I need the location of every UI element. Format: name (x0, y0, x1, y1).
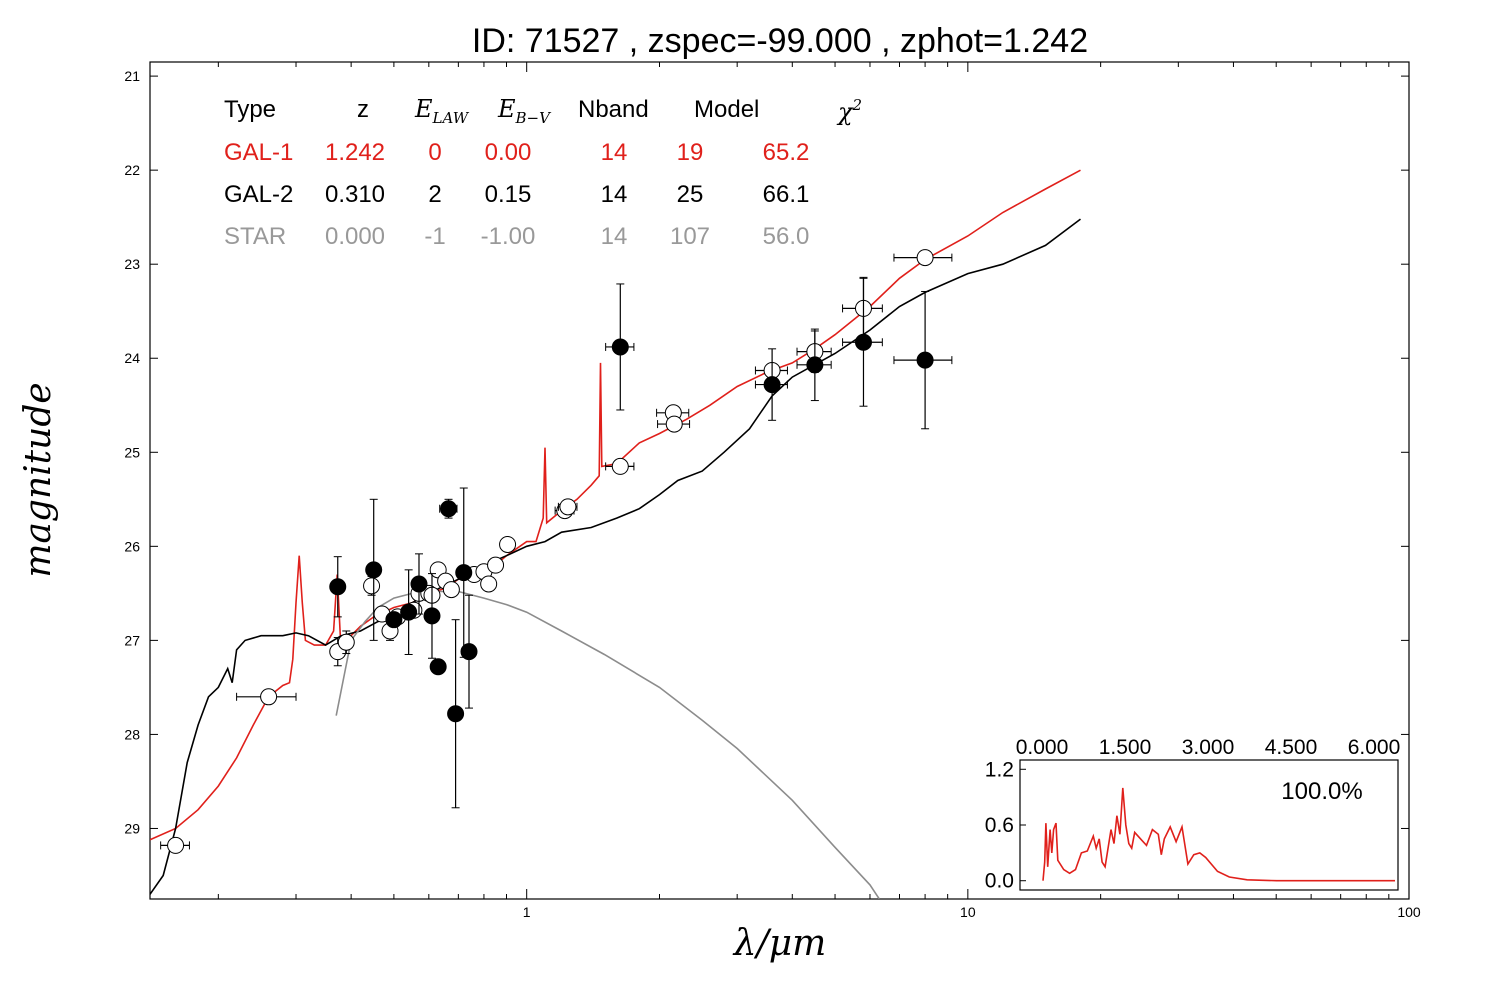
x-tick-label: 10 (960, 904, 976, 920)
star-model-line (335, 590, 880, 899)
y-axis-label: magnitude (18, 382, 59, 577)
observed-point-filled (447, 705, 465, 723)
observed-point-filled (400, 603, 418, 621)
inset-x-tick-label: 4.500 (1265, 736, 1318, 759)
inset-probability-label: 100.0% (1281, 778, 1362, 805)
legend-header-z: z (357, 96, 369, 123)
chart-title: ID: 71527 , zspec=-99.000 , zphot=1.242 (472, 22, 1088, 60)
inset-pdz-line (1042, 787, 1395, 882)
legend-cell-type: GAL-2 (224, 181, 293, 208)
y-tick-label: 25 (124, 444, 140, 460)
y-tick-label: 22 (124, 162, 140, 178)
observed-point-filled (440, 500, 458, 518)
observed-point-open (499, 535, 517, 553)
observed-point-open (167, 836, 185, 854)
observed-point-filled (410, 575, 428, 593)
observed-point-filled (460, 643, 478, 661)
legend-cell-chi2: 65.2 (763, 139, 810, 166)
fit-legend-table: Type z ELAW EB−V Nband Model χ2 GAL-1 1.2… (224, 95, 862, 250)
inset-y-tick-label: 1.2 (985, 758, 1014, 781)
observed-point-open (337, 633, 355, 651)
observed-point-filled (806, 356, 824, 374)
y-tick-label: 29 (124, 820, 140, 836)
inset-x-tick-label: 3.000 (1182, 736, 1235, 759)
legend-cell-z: 1.242 (325, 139, 385, 166)
legend-cell-elaw: -1 (424, 223, 445, 250)
legend-cell-model: 25 (677, 181, 704, 208)
model-spectra (150, 169, 1081, 899)
inset-x-tick-label: 0.000 (1016, 736, 1069, 759)
legend-cell-type: GAL-1 (224, 139, 293, 166)
legend-cell-ebv: 0.15 (485, 181, 532, 208)
observed-point-open (916, 249, 934, 267)
y-tick-label: 24 (124, 350, 140, 366)
main-plot-area (149, 61, 1410, 900)
observed-point-filled (763, 376, 781, 394)
legend-header-elaw: ELAW (414, 95, 470, 127)
legend-cell-ebv: 0.00 (485, 139, 532, 166)
y-tick-label: 21 (124, 68, 140, 84)
legend-cell-z: 0.000 (325, 223, 385, 250)
y-tick-label: 28 (124, 726, 140, 742)
inset-x-tick-label: 6.000 (1348, 736, 1401, 759)
legend-header-type: Type (224, 96, 276, 123)
observed-point-open (665, 415, 683, 433)
legend-cell-ebv: -1.00 (481, 223, 536, 250)
observed-point-open (487, 556, 505, 574)
inset-y-tick-label: 0.0 (985, 870, 1014, 893)
observed-point-open (480, 575, 498, 593)
observed-point-open (611, 457, 629, 475)
x-tick-label: 100 (1397, 904, 1421, 920)
observed-point-filled (365, 561, 383, 579)
legend-header-chi2: χ2 (836, 96, 862, 126)
legend-header-ebv: EB−V (497, 95, 552, 127)
legend-header-model: Model (694, 96, 759, 123)
legend-cell-elaw: 2 (428, 181, 441, 208)
x-tick-label: 1 (523, 904, 531, 920)
observed-point-filled (854, 333, 872, 351)
y-tick-label: 23 (124, 256, 140, 272)
legend-header-nband: Nband (578, 96, 649, 123)
observed-point-open (260, 688, 278, 706)
observed-photometry (160, 249, 953, 854)
legend-cell-nband: 14 (601, 181, 628, 208)
observed-point-filled (385, 611, 403, 629)
legend-cell-chi2: 56.0 (763, 223, 810, 250)
legend-cell-chi2: 66.1 (763, 181, 810, 208)
gal-1-model-line (150, 169, 1081, 841)
gal-2-model-line (150, 218, 1081, 895)
observed-point-open (442, 581, 460, 599)
legend-cell-model: 107 (670, 223, 710, 250)
legend-cell-z: 0.310 (325, 181, 385, 208)
observed-point-filled (429, 658, 447, 676)
observed-point-filled (423, 607, 441, 625)
inset-frame (1019, 759, 1399, 891)
y-tick-label: 26 (124, 538, 140, 554)
observed-point-filled (329, 578, 347, 596)
axis-ticks: 21 22 23 24 25 26 27 28 29 1 10 100 (124, 62, 1421, 920)
plot-frame (149, 61, 1410, 900)
x-axis-label: λ/μm (732, 923, 826, 964)
observed-point-open (559, 498, 577, 516)
photo-z-pdf-inset: 100.0% 0.000 1.500 3.000 4.500 6.000 1.2 0.6 0.… (985, 736, 1400, 893)
observed-point-filled (455, 564, 473, 582)
y-tick-label: 27 (124, 632, 140, 648)
legend-cell-model: 19 (677, 139, 704, 166)
legend-cell-type: STAR (224, 223, 286, 250)
observed-point-open (363, 577, 381, 595)
inset-y-tick-label: 0.6 (985, 814, 1014, 837)
observed-point-filled (916, 351, 934, 369)
inset-x-tick-label: 1.500 (1099, 736, 1152, 759)
legend-cell-nband: 14 (601, 223, 628, 250)
legend-cell-elaw: 0 (428, 139, 441, 166)
legend-cell-nband: 14 (601, 139, 628, 166)
observed-point-filled (611, 338, 629, 356)
